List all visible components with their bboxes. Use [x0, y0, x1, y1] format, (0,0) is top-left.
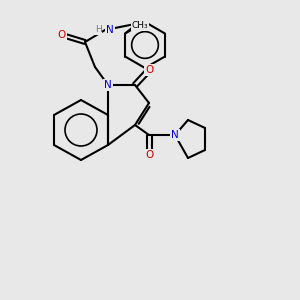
Text: N: N	[104, 80, 112, 90]
Text: O: O	[145, 150, 153, 160]
Text: N: N	[106, 25, 114, 35]
Text: CH₃: CH₃	[132, 21, 148, 30]
Text: N: N	[171, 130, 179, 140]
Text: H: H	[94, 26, 101, 34]
Text: O: O	[145, 65, 153, 75]
Text: O: O	[58, 30, 66, 40]
